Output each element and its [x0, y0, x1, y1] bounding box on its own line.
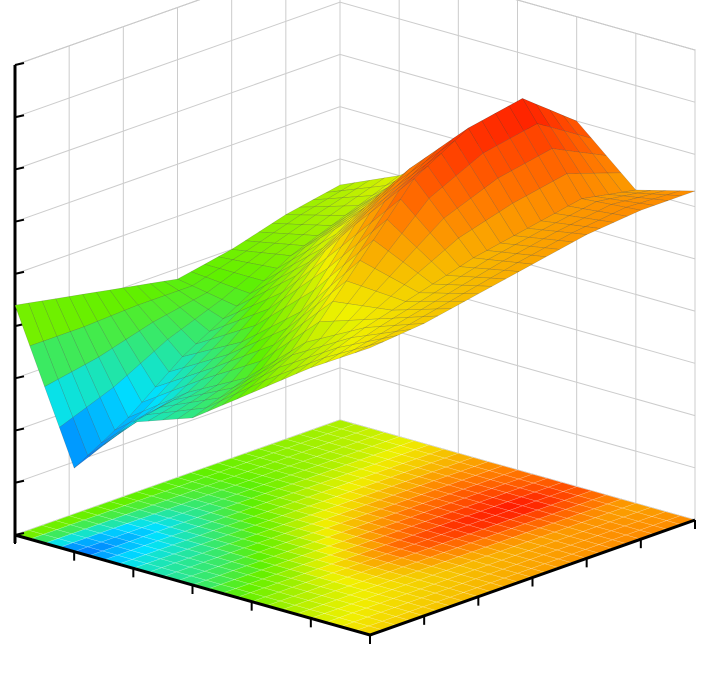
z-tick — [14, 270, 25, 275]
z-tick — [14, 427, 25, 432]
z-tick — [14, 218, 25, 223]
z-tick — [14, 166, 25, 171]
z-tick — [14, 479, 25, 484]
z-tick — [14, 114, 25, 119]
z-tick — [14, 62, 25, 66]
z-tick — [14, 532, 25, 536]
surface-cell — [355, 341, 384, 354]
z-tick — [14, 375, 25, 380]
